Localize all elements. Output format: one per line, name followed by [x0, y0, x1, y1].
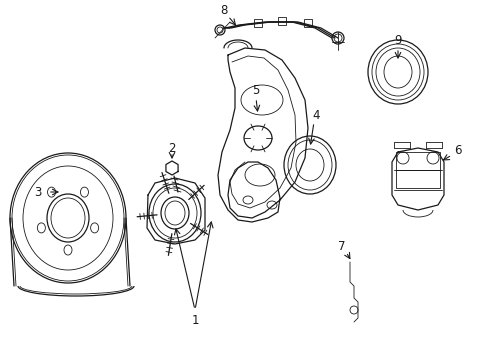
Bar	[304, 19, 311, 27]
Text: 6: 6	[453, 144, 461, 157]
Text: 9: 9	[393, 33, 401, 46]
Text: 4: 4	[312, 108, 319, 122]
Text: 5: 5	[252, 84, 259, 96]
Text: 8: 8	[220, 4, 227, 17]
Text: 7: 7	[338, 239, 345, 252]
Text: 1: 1	[191, 314, 198, 327]
Bar	[253, 19, 262, 27]
Bar	[278, 17, 285, 25]
Bar	[395, 152, 439, 170]
Bar	[395, 170, 439, 188]
Text: 2: 2	[168, 141, 175, 154]
Text: 3: 3	[34, 185, 41, 198]
